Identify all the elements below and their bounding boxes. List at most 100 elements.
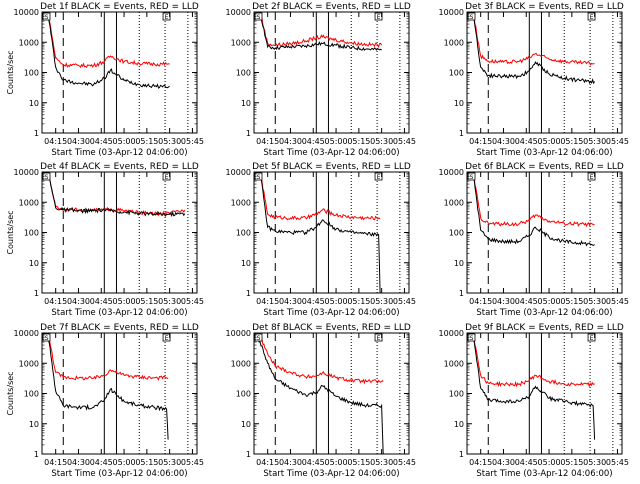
y-tick-label: 10 xyxy=(29,420,39,429)
y-tick-label: 1000 xyxy=(19,359,39,368)
y-axis-label: Counts/sec xyxy=(6,210,15,254)
y-tick-label: 1 xyxy=(459,129,464,138)
y-tick-label: 10000 xyxy=(439,168,464,177)
x-tick-label: 04:15 xyxy=(256,137,279,146)
x-tick-label: 04:15 xyxy=(256,297,279,306)
x-tick-label: 05:15 xyxy=(560,297,583,306)
x-tick-label: 05:30 xyxy=(158,297,181,306)
lld-series-line xyxy=(254,172,381,221)
marker-label: E xyxy=(590,14,594,21)
marker-label: E xyxy=(377,14,381,21)
x-axis-label: Start Time (03-Apr-12 04:06:00) xyxy=(263,308,399,318)
x-tick-label: 04:30 xyxy=(67,297,90,306)
y-tick-label: 1 xyxy=(246,129,251,138)
panel-title: Det 8f BLACK = Events, RED = LLD xyxy=(252,323,411,333)
x-tick-label: 05:30 xyxy=(583,458,606,467)
x-axis-label: Start Time (03-Apr-12 04:06:00) xyxy=(263,148,399,158)
marker-label: S xyxy=(470,335,474,342)
y-tick-label: 100 xyxy=(236,390,251,399)
x-tick-label: 04:30 xyxy=(279,297,302,306)
x-tick-label: 04:30 xyxy=(492,297,515,306)
y-tick-label: 10000 xyxy=(226,329,251,338)
y-tick-label: 10 xyxy=(29,99,39,108)
events-series-line xyxy=(254,172,381,293)
y-tick-label: 100 xyxy=(24,229,39,238)
x-tick-label: 04:30 xyxy=(279,458,302,467)
y-tick-label: 10 xyxy=(241,259,251,268)
marker-label: E xyxy=(377,335,381,342)
marker-label: S xyxy=(257,14,261,21)
x-axis-label: Start Time (03-Apr-12 04:06:00) xyxy=(476,308,612,318)
panel-title: Det 4f BLACK = Events, RED = LLD xyxy=(40,162,199,172)
panel-title: Det 5f BLACK = Events, RED = LLD xyxy=(252,162,411,172)
x-tick-label: 04:30 xyxy=(492,458,515,467)
lld-series-line xyxy=(254,12,383,49)
x-tick-label: 05:45 xyxy=(393,297,416,306)
x-tick-label: 04:45 xyxy=(515,137,538,146)
x-tick-label: 04:30 xyxy=(279,137,302,146)
plot-area xyxy=(42,172,189,293)
lld-series-line xyxy=(467,333,595,388)
x-tick-label: 05:30 xyxy=(583,137,606,146)
x-tick-label: 05:15 xyxy=(135,137,158,146)
plot-area xyxy=(42,333,189,454)
plot-area xyxy=(254,12,401,133)
marker-label: E xyxy=(590,174,594,181)
panel-frame xyxy=(41,11,198,134)
x-tick-label: 04:15 xyxy=(44,137,67,146)
y-tick-label: 1000 xyxy=(231,198,251,207)
detector-panel: Det 2f BLACK = Events, RED = LLD S E 1 10 100… xyxy=(226,2,416,158)
detector-panel: Det 8f BLACK = Events, RED = LLD S E 1 10 100… xyxy=(226,323,416,479)
x-tick-label: 04:45 xyxy=(515,458,538,467)
x-tick-label: 05:00 xyxy=(113,458,136,467)
y-tick-label: 1 xyxy=(246,289,251,298)
events-series-line xyxy=(42,333,169,440)
x-axis-label: Start Time (03-Apr-12 04:06:00) xyxy=(476,469,612,479)
x-axis-label: Start Time (03-Apr-12 04:06:00) xyxy=(263,469,399,479)
x-tick-label: 05:00 xyxy=(113,137,136,146)
x-axis-label: Start Time (03-Apr-12 04:06:00) xyxy=(51,469,187,479)
y-tick-label: 10 xyxy=(29,259,39,268)
plot-area xyxy=(42,12,189,133)
panel-title: Det 7f BLACK = Events, RED = LLD xyxy=(40,323,199,333)
y-tick-label: 100 xyxy=(24,69,39,78)
y-tick-label: 100 xyxy=(236,229,251,238)
x-tick-label: 04:45 xyxy=(90,137,113,146)
x-tick-label: 05:30 xyxy=(158,458,181,467)
y-axis-label: Counts/sec xyxy=(6,50,15,94)
x-tick-label: 05:00 xyxy=(538,137,561,146)
detector-panel: Det 7f BLACK = Events, RED = LLD S E 1 10 100… xyxy=(6,323,204,479)
x-tick-label: 04:15 xyxy=(44,297,67,306)
panel-title: Det 9f BLACK = Events, RED = LLD xyxy=(465,323,624,333)
x-tick-label: 05:30 xyxy=(370,458,393,467)
y-tick-label: 10 xyxy=(454,420,464,429)
x-tick-label: 05:15 xyxy=(560,137,583,146)
events-series-line xyxy=(467,172,595,247)
marker-label: S xyxy=(45,335,49,342)
x-tick-label: 04:30 xyxy=(67,137,90,146)
marker-label: E xyxy=(590,335,594,342)
y-tick-label: 10000 xyxy=(14,168,39,177)
marker-label: E xyxy=(165,174,169,181)
lld-series-line xyxy=(467,172,595,228)
x-tick-label: 05:45 xyxy=(181,458,204,467)
y-tick-label: 100 xyxy=(449,390,464,399)
panel-title: Det 3f BLACK = Events, RED = LLD xyxy=(465,2,624,12)
marker-label: S xyxy=(470,14,474,21)
x-tick-label: 05:15 xyxy=(135,297,158,306)
y-tick-label: 1000 xyxy=(231,359,251,368)
x-axis-label: Start Time (03-Apr-12 04:06:00) xyxy=(51,308,187,318)
marker-label: S xyxy=(45,174,49,181)
x-tick-label: 04:45 xyxy=(90,297,113,306)
panel-frame xyxy=(41,171,198,294)
y-tick-label: 1000 xyxy=(444,198,464,207)
detector-panel: Det 9f BLACK = Events, RED = LLD S E 1 10 100… xyxy=(439,323,629,479)
x-tick-label: 05:45 xyxy=(393,137,416,146)
x-tick-label: 04:45 xyxy=(302,297,325,306)
x-tick-label: 04:45 xyxy=(515,297,538,306)
y-tick-label: 1 xyxy=(34,450,39,459)
x-tick-label: 04:30 xyxy=(67,458,90,467)
y-tick-label: 1 xyxy=(459,289,464,298)
y-tick-label: 1 xyxy=(246,450,251,459)
x-tick-label: 05:15 xyxy=(560,458,583,467)
